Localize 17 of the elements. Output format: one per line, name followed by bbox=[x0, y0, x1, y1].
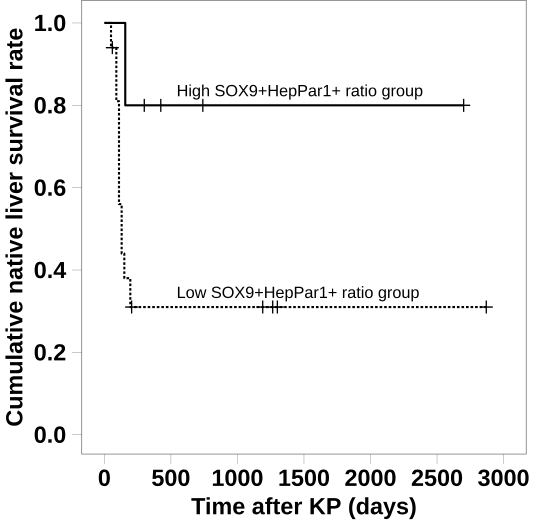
series-label: Low SOX9+HepPar1+ ratio group bbox=[178, 286, 419, 302]
x-axis-title: Time after KP (days) bbox=[191, 497, 416, 519]
x-tick-label: 2500 bbox=[412, 469, 462, 486]
x-tick-label: 500 bbox=[152, 469, 190, 486]
y-tick-label: 0.2 bbox=[34, 344, 66, 360]
y-tick-label: 0.6 bbox=[34, 179, 66, 196]
x-tick-label: 0 bbox=[98, 469, 110, 486]
x-tick-label: 1000 bbox=[212, 469, 262, 486]
y-tick-label: 0.0 bbox=[34, 426, 66, 443]
y-tick-label: 0.8 bbox=[34, 96, 66, 114]
x-tick-label: 2000 bbox=[345, 469, 396, 486]
x-tick-label: 1500 bbox=[279, 469, 330, 486]
y-tick-label: 1.0 bbox=[35, 14, 66, 32]
y-tick-label: 0.4 bbox=[34, 261, 66, 278]
series-label: High SOX9+HepPar1+ ratio group bbox=[178, 84, 422, 100]
y-axis-title: Cumulative native liver survival rate bbox=[5, 28, 23, 426]
x-tick-label: 3000 bbox=[478, 469, 529, 486]
